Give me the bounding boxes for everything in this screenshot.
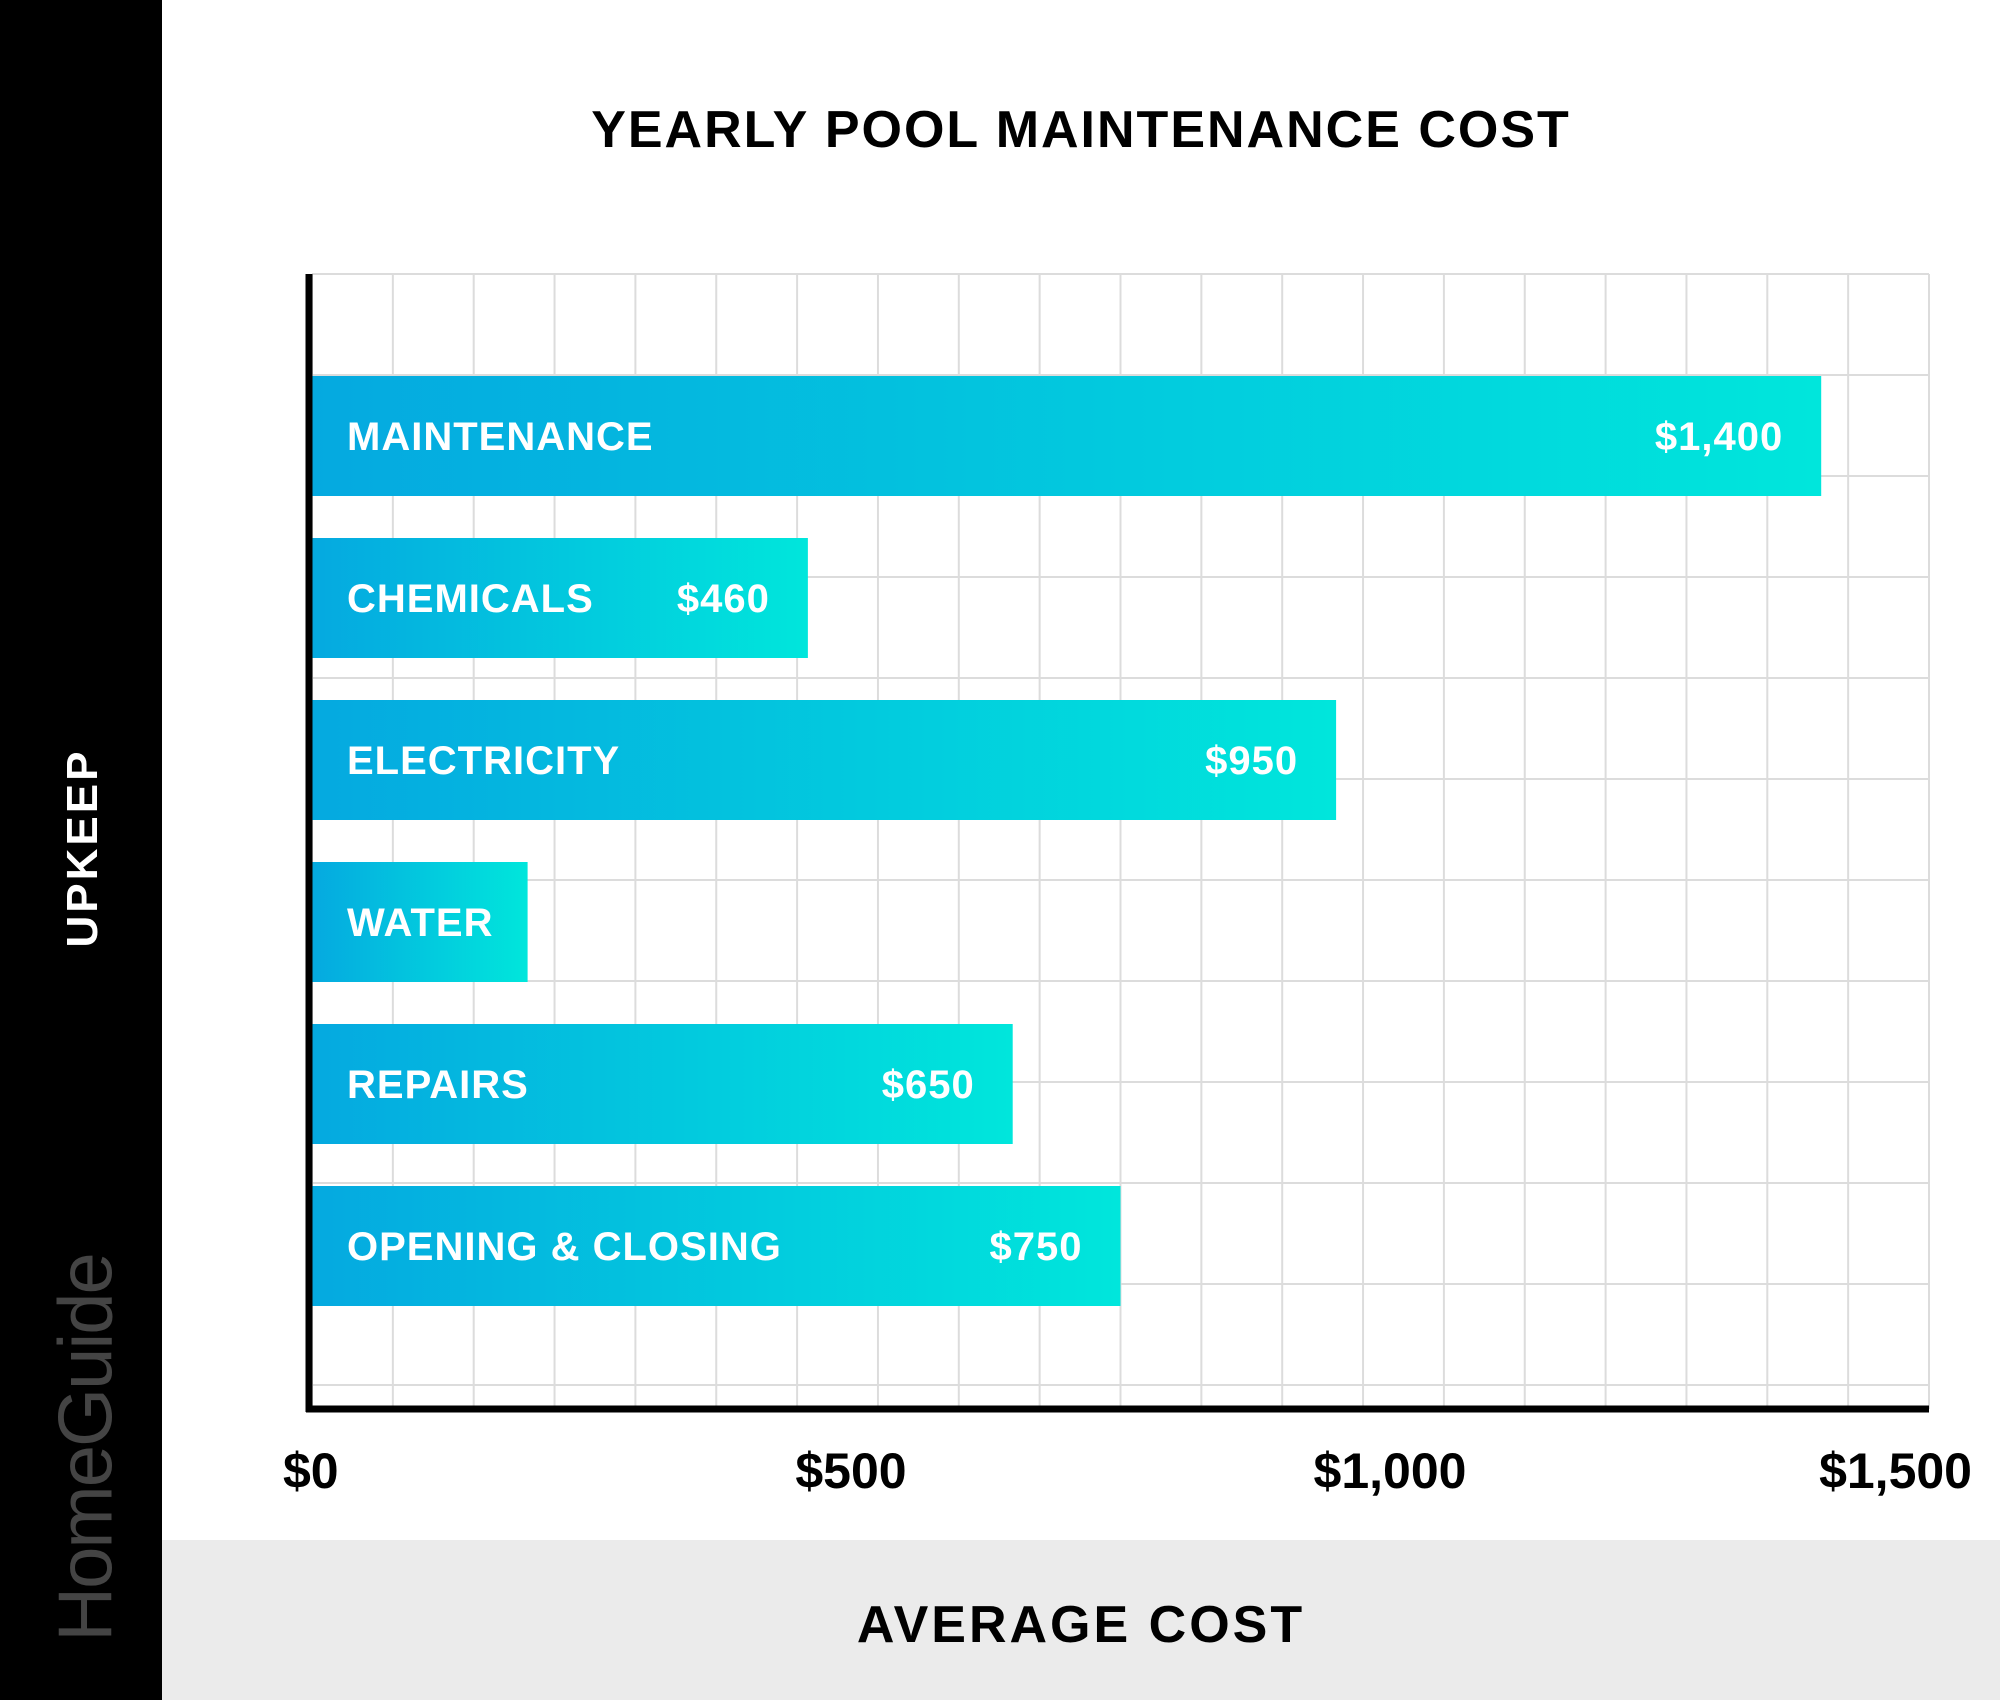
bar-group: CHEMICALS $460 <box>312 538 808 658</box>
bar <box>312 1024 1013 1144</box>
bar-category-label: ELECTRICITY <box>347 739 620 783</box>
bar-category-label: REPAIRS <box>347 1063 529 1107</box>
bar-value-label: $950 <box>1205 739 1298 783</box>
bar-group: ELECTRICITY $950 <box>312 700 1337 820</box>
sidebar: UPKEEP HomeGuide <box>0 0 162 1700</box>
bar <box>312 700 1337 820</box>
axes <box>305 274 1929 1413</box>
x-tick-label: $500 <box>795 1443 906 1499</box>
bars: MAINTENANCE $1,400 CHEMICALS $460 ELECTRICIT… <box>312 376 1822 1306</box>
bar-value-label: $1,400 <box>1655 415 1783 459</box>
bar-group: REPAIRS $650 <box>312 1024 1013 1144</box>
x-axis-label: AVERAGE COST <box>856 1596 1306 1654</box>
bar-category-label: WATER <box>347 901 493 945</box>
bar-value-label: $650 <box>882 1063 975 1107</box>
x-tick-label: $1,500 <box>1819 1443 1972 1499</box>
bar-category-label: CHEMICALS <box>347 577 594 621</box>
bar-category-label: MAINTENANCE <box>347 415 654 459</box>
bar-value-label: $750 <box>990 1225 1083 1269</box>
bar-group: OPENING & CLOSING $750 <box>312 1186 1121 1306</box>
bar-value-label: $460 <box>677 577 770 621</box>
bar <box>312 862 528 982</box>
bar <box>312 1186 1121 1306</box>
x-tick-label: $1,000 <box>1314 1443 1467 1499</box>
bar <box>312 538 808 658</box>
x-tick-label: $0 <box>283 1443 339 1499</box>
tick-labels: $0 $500 $1,000 $1,500 <box>283 1443 1972 1499</box>
bar-group: WATER <box>312 862 528 982</box>
bar <box>312 376 1822 496</box>
bar-chart: MAINTENANCE $1,400 CHEMICALS $460 ELECTRICIT… <box>283 273 1972 1499</box>
bar-category-label: OPENING & CLOSING <box>347 1225 782 1269</box>
bar-group: MAINTENANCE $1,400 <box>312 376 1822 496</box>
chart-title: YEARLY POOL MAINTENANCE COST <box>591 101 1571 159</box>
x-axis-band: AVERAGE COST <box>162 1540 2000 1700</box>
